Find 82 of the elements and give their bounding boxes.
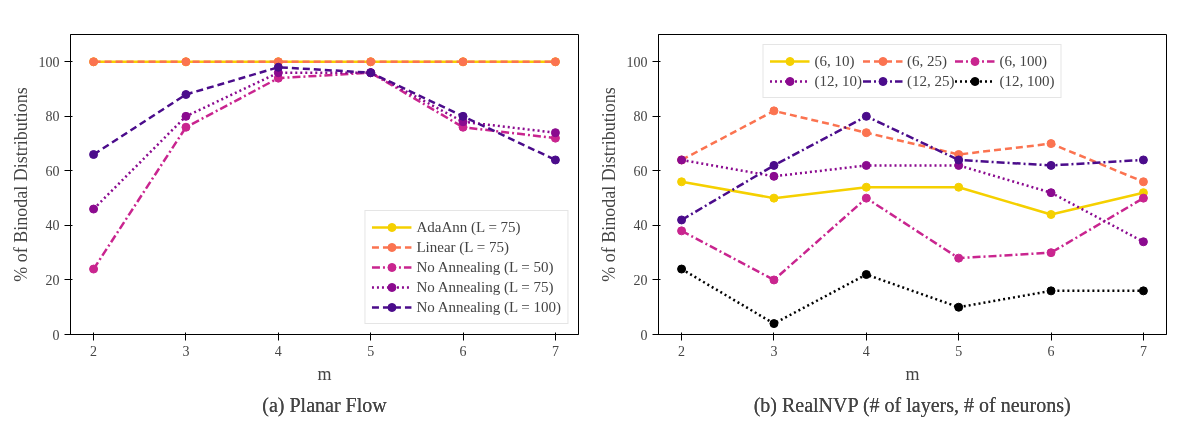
point (677, 177, 687, 187)
point (181, 122, 191, 132)
point (677, 264, 687, 274)
y-axis-title: % of Binodal Distributions (10, 87, 31, 282)
point (1138, 286, 1148, 296)
point (769, 319, 779, 329)
x-tick-label: 7 (1139, 343, 1147, 359)
y-tick-label: 100 (626, 54, 648, 70)
x-tick-label: 6 (1047, 343, 1055, 359)
legend-label: (6, 10) (814, 52, 855, 70)
y-tick-label: 0 (640, 327, 648, 343)
point (861, 182, 871, 192)
point (769, 171, 779, 181)
point (954, 182, 964, 192)
point (769, 106, 779, 116)
point (769, 160, 779, 170)
point (677, 215, 687, 225)
y-tick-label: 80 (45, 109, 60, 125)
y-tick-label: 20 (45, 272, 60, 288)
point (1046, 248, 1056, 258)
legend-label: (12, 10) (814, 72, 862, 90)
point (273, 62, 283, 72)
legend-label: (12, 25) (907, 72, 955, 90)
legend-label: No Annealing (L = 100) (416, 298, 561, 316)
point (1046, 160, 1056, 170)
legend-label: (12, 100) (999, 72, 1055, 90)
x-tick-label: 3 (770, 343, 778, 359)
point (1046, 188, 1056, 198)
point (1138, 193, 1148, 203)
legend-label: (6, 25) (907, 52, 947, 70)
point (1046, 210, 1056, 219)
point (89, 150, 99, 159)
point (1138, 177, 1148, 187)
point (861, 128, 871, 138)
y-tick-label: 40 (633, 218, 648, 234)
legend-label: No Annealing (L = 75) (416, 278, 554, 296)
x-tick-label: 4 (274, 343, 282, 359)
y-tick-label: 80 (633, 109, 648, 125)
point (677, 226, 687, 236)
point (550, 155, 560, 165)
x-tick-label: 5 (367, 343, 375, 359)
y-tick-label: 40 (45, 218, 60, 234)
point (861, 270, 871, 279)
point (954, 302, 964, 312)
x-tick-label: 2 (678, 343, 686, 359)
legend-label: Linear (L = 75) (416, 238, 509, 256)
text: (b) RealNVP (# of layers, # of neurons) (753, 393, 1071, 417)
x-tick-label: 5 (955, 343, 963, 359)
point (954, 253, 964, 263)
x-tick-label: 7 (551, 343, 559, 359)
point (769, 193, 779, 203)
point (1046, 286, 1056, 296)
x-tick-label: 4 (862, 343, 870, 359)
point (769, 275, 779, 285)
point (1046, 139, 1056, 149)
x-tick-label: 2 (90, 343, 98, 359)
point (861, 193, 871, 203)
point (861, 111, 871, 121)
point (954, 155, 964, 165)
point (1138, 237, 1148, 247)
point (1138, 155, 1148, 165)
x-tick-label: 6 (459, 343, 467, 359)
point (861, 160, 871, 170)
legend-label: AdaAnn (L = 75) (416, 218, 521, 236)
y-tick-label: 60 (633, 163, 648, 179)
x-axis-title: m (317, 363, 332, 384)
legend-label: No Annealing (L = 50) (416, 258, 554, 276)
legend-label: (6, 100) (999, 52, 1047, 70)
y-tick-label: 20 (633, 272, 648, 288)
y-tick-label: 100 (38, 54, 60, 70)
y-tick-label: 0 (52, 327, 60, 343)
text: (a) Planar Flow (262, 393, 388, 417)
point (550, 128, 560, 138)
point (181, 90, 191, 99)
point (458, 111, 468, 121)
x-axis-title: m (905, 363, 920, 384)
y-axis-title: % of Binodal Distributions (598, 87, 619, 282)
point (181, 111, 191, 121)
x-tick-label: 3 (182, 343, 190, 359)
point (89, 204, 99, 214)
y-tick-label: 60 (45, 163, 60, 179)
point (89, 264, 99, 274)
